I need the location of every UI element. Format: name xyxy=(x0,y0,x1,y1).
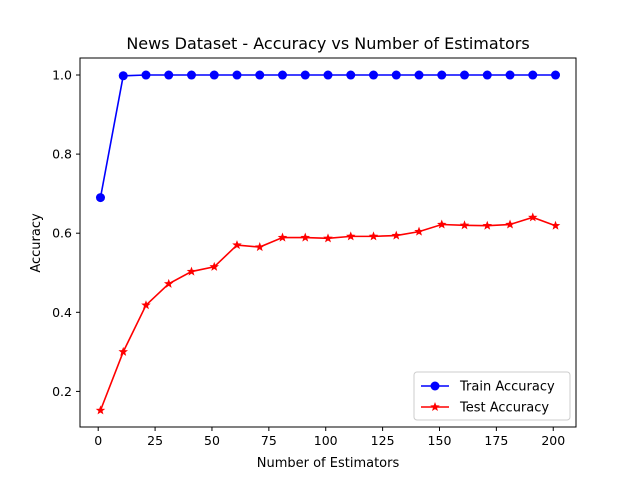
x-tick-label: 75 xyxy=(261,433,277,448)
data-point xyxy=(482,220,493,230)
data-point xyxy=(95,193,105,203)
data-point xyxy=(505,70,515,80)
data-point xyxy=(323,233,333,243)
y-tick-label: 0.6 xyxy=(52,226,72,241)
legend-train-marker xyxy=(430,381,440,391)
series-layer xyxy=(95,70,561,415)
data-point xyxy=(118,71,128,81)
y-tick-label: 0.4 xyxy=(52,305,72,320)
legend-train-label: Train Accuracy xyxy=(459,380,555,395)
data-point xyxy=(551,70,561,80)
plot-frame xyxy=(79,57,577,428)
series-line-0 xyxy=(99,74,556,198)
data-point xyxy=(437,70,447,80)
data-point xyxy=(186,70,196,80)
data-point xyxy=(482,70,492,80)
data-point xyxy=(391,70,401,80)
data-point xyxy=(414,226,424,236)
data-point xyxy=(277,70,287,80)
data-point xyxy=(254,242,265,252)
legend-test-label: Test Accuracy xyxy=(459,401,549,416)
legend-box xyxy=(413,371,571,421)
x-tick-label: 150 xyxy=(428,433,452,448)
data-point xyxy=(300,232,310,242)
data-point xyxy=(232,70,242,80)
y-tick-label: 0.2 xyxy=(52,384,72,399)
data-point xyxy=(186,266,197,276)
data-point xyxy=(460,70,470,80)
x-tick-label: 0 xyxy=(94,433,102,448)
data-point xyxy=(369,70,379,80)
data-point xyxy=(346,231,356,241)
data-point xyxy=(141,70,151,80)
chart-title: News Dataset - Accuracy vs Number of Est… xyxy=(126,34,529,53)
x-axis: 0 25 50 75 100 125 150 175 200 xyxy=(94,427,565,448)
data-point xyxy=(277,232,288,242)
x-tick-label: 50 xyxy=(204,433,220,448)
data-point xyxy=(232,240,242,250)
legend-test-marker xyxy=(430,402,440,412)
data-point xyxy=(414,70,424,80)
data-point xyxy=(346,70,356,80)
data-point xyxy=(459,220,470,230)
data-point xyxy=(505,219,515,229)
data-point xyxy=(528,212,538,222)
x-tick-label: 175 xyxy=(484,433,508,448)
data-point xyxy=(163,278,174,288)
data-point xyxy=(255,70,265,80)
legend-star-shape xyxy=(430,402,440,412)
x-tick-label: 125 xyxy=(371,433,395,448)
data-point xyxy=(209,261,219,271)
data-point xyxy=(437,219,447,229)
data-point xyxy=(95,405,106,415)
data-point xyxy=(528,70,538,80)
data-point xyxy=(141,300,151,310)
data-point xyxy=(550,220,561,230)
x-tick-label: 200 xyxy=(541,433,565,448)
y-axis-label: Accuracy xyxy=(29,213,44,273)
y-tick-label: 0.8 xyxy=(52,147,72,162)
x-tick-label: 100 xyxy=(314,433,338,448)
y-tick-label: 1.0 xyxy=(52,68,72,83)
x-tick-label: 25 xyxy=(147,433,163,448)
y-axis: 0.2 0.4 0.6 0.8 1.0 xyxy=(52,68,80,399)
data-point xyxy=(209,70,219,80)
data-point xyxy=(391,230,402,240)
data-point xyxy=(300,70,310,80)
legend: Train Accuracy Test Accuracy xyxy=(413,371,571,421)
data-point xyxy=(368,231,379,241)
data-point xyxy=(164,70,174,80)
plot-area xyxy=(79,57,577,428)
x-axis-label: Number of Estimators xyxy=(257,456,400,471)
data-point xyxy=(323,70,333,80)
data-point xyxy=(118,346,128,356)
